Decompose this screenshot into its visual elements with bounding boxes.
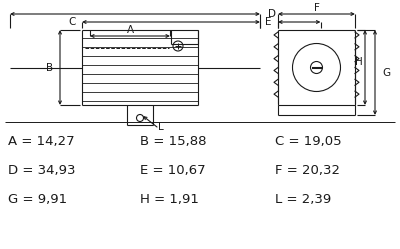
Text: B: B: [46, 62, 53, 72]
Text: H: H: [355, 57, 363, 66]
Text: A = 14,27: A = 14,27: [8, 134, 75, 147]
Text: A: A: [126, 25, 134, 35]
Text: D = 34,93: D = 34,93: [8, 164, 76, 177]
Text: F: F: [314, 3, 320, 13]
Text: L = 2,39: L = 2,39: [275, 192, 331, 205]
Text: D: D: [268, 9, 276, 19]
Text: C = 19,05: C = 19,05: [275, 134, 342, 147]
Text: E: E: [266, 17, 272, 27]
Text: B = 15,88: B = 15,88: [140, 134, 206, 147]
Text: H = 1,91: H = 1,91: [140, 192, 199, 205]
Text: G: G: [382, 67, 390, 77]
Text: F = 20,32: F = 20,32: [275, 164, 340, 177]
Text: L: L: [158, 122, 164, 132]
Text: G = 9,91: G = 9,91: [8, 192, 67, 205]
Text: C: C: [69, 17, 76, 27]
Text: E = 10,67: E = 10,67: [140, 164, 206, 177]
